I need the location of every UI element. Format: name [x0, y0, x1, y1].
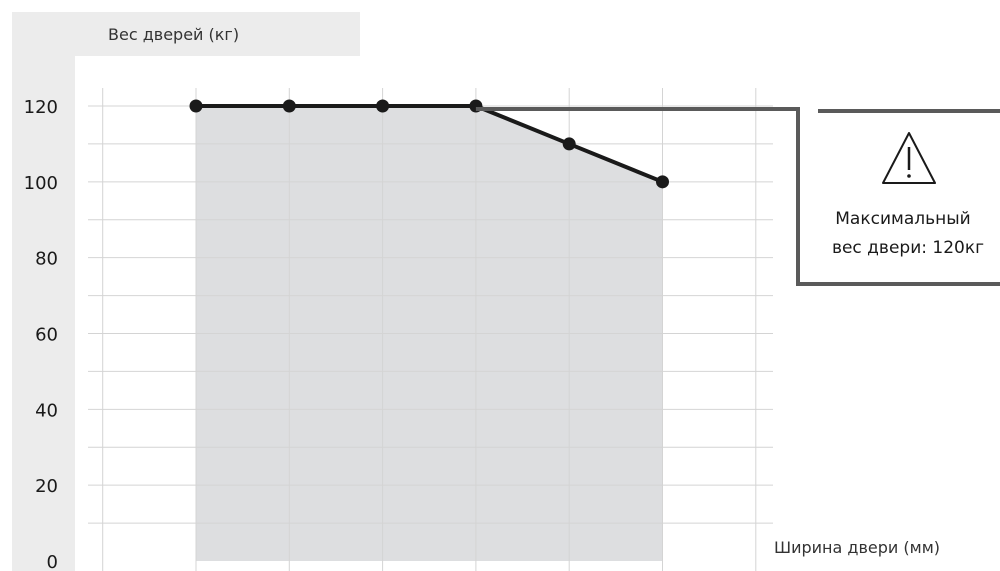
y-tick-label: 60: [35, 325, 58, 346]
y-tick-label: 100: [24, 173, 58, 194]
y-tick-label: 20: [35, 476, 58, 497]
y-tick-label: 40: [35, 400, 58, 421]
data-point: [376, 99, 390, 113]
data-point: [189, 99, 203, 113]
callout-line-2: вес двери: 120кг: [832, 238, 984, 258]
y-tick-label: 0: [47, 552, 58, 571]
y-tick-label: 120: [24, 97, 58, 118]
y-axis-band: [12, 56, 75, 571]
callout-leader-line: [475, 107, 1000, 286]
x-axis-title: Ширина двери (мм): [774, 538, 940, 557]
data-point: [562, 137, 576, 151]
y-axis-title: Вес дверей (кг): [108, 25, 239, 44]
data-point: [656, 175, 669, 189]
y-tick-label: 80: [35, 249, 58, 270]
warning-exclamation-dot: [907, 174, 911, 178]
data-point: [282, 99, 296, 113]
y-axis-title-band: [12, 12, 360, 56]
callout-line-1: Максимальный: [835, 209, 970, 229]
callout: Максимальный вес двери: 120кг: [832, 132, 984, 258]
series-line: [196, 104, 664, 184]
warning-triangle-icon: [882, 132, 936, 184]
